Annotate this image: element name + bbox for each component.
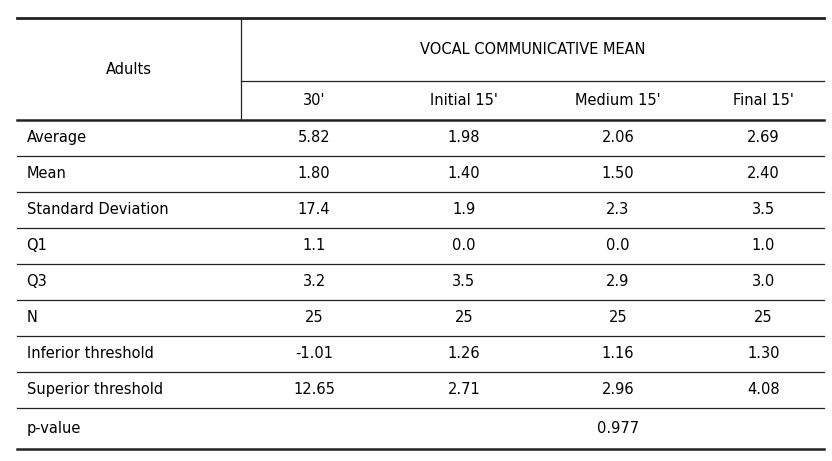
- Text: VOCAL COMMUNICATIVE MEAN: VOCAL COMMUNICATIVE MEAN: [419, 42, 646, 57]
- Text: 1.98: 1.98: [448, 130, 480, 145]
- Text: 3.2: 3.2: [303, 274, 325, 289]
- Text: 4.08: 4.08: [747, 382, 780, 397]
- Text: Initial 15': Initial 15': [430, 93, 498, 108]
- Text: 2.9: 2.9: [606, 274, 630, 289]
- Text: 12.65: 12.65: [293, 382, 335, 397]
- Text: 3.0: 3.0: [752, 274, 775, 289]
- Text: 2.71: 2.71: [448, 382, 480, 397]
- Text: 2.3: 2.3: [607, 202, 629, 217]
- Text: 25: 25: [754, 310, 773, 325]
- Text: 25: 25: [608, 310, 627, 325]
- Text: Average: Average: [27, 130, 87, 145]
- Text: Final 15': Final 15': [733, 93, 794, 108]
- Text: 1.26: 1.26: [448, 346, 480, 361]
- Text: 1.80: 1.80: [298, 166, 330, 181]
- Text: 1.40: 1.40: [448, 166, 480, 181]
- Text: 25: 25: [305, 310, 324, 325]
- Text: Q3: Q3: [27, 274, 47, 289]
- Text: Q1: Q1: [27, 238, 47, 253]
- Text: 1.1: 1.1: [303, 238, 325, 253]
- Text: Mean: Mean: [27, 166, 67, 181]
- Text: 3.5: 3.5: [752, 202, 775, 217]
- Text: Adults: Adults: [106, 62, 152, 77]
- Text: 2.06: 2.06: [602, 130, 634, 145]
- Text: 0.0: 0.0: [452, 238, 476, 253]
- Text: 2.69: 2.69: [747, 130, 780, 145]
- Text: Standard Deviation: Standard Deviation: [27, 202, 168, 217]
- Text: 1.0: 1.0: [751, 238, 775, 253]
- Text: 2.40: 2.40: [747, 166, 780, 181]
- Text: 25: 25: [454, 310, 473, 325]
- Text: Superior threshold: Superior threshold: [27, 382, 163, 397]
- Text: 0.977: 0.977: [597, 421, 639, 436]
- Text: 1.16: 1.16: [602, 346, 634, 361]
- Text: 30': 30': [303, 93, 325, 108]
- Text: Medium 15': Medium 15': [575, 93, 661, 108]
- Text: -1.01: -1.01: [295, 346, 333, 361]
- Text: 17.4: 17.4: [298, 202, 330, 217]
- Text: 2.96: 2.96: [602, 382, 634, 397]
- Text: 5.82: 5.82: [298, 130, 330, 145]
- Text: N: N: [27, 310, 37, 325]
- Text: 0.0: 0.0: [606, 238, 630, 253]
- Text: 1.30: 1.30: [747, 346, 780, 361]
- Text: 1.50: 1.50: [602, 166, 634, 181]
- Text: p-value: p-value: [27, 421, 81, 436]
- Text: 3.5: 3.5: [453, 274, 475, 289]
- Text: 1.9: 1.9: [453, 202, 475, 217]
- Text: Inferior threshold: Inferior threshold: [27, 346, 153, 361]
